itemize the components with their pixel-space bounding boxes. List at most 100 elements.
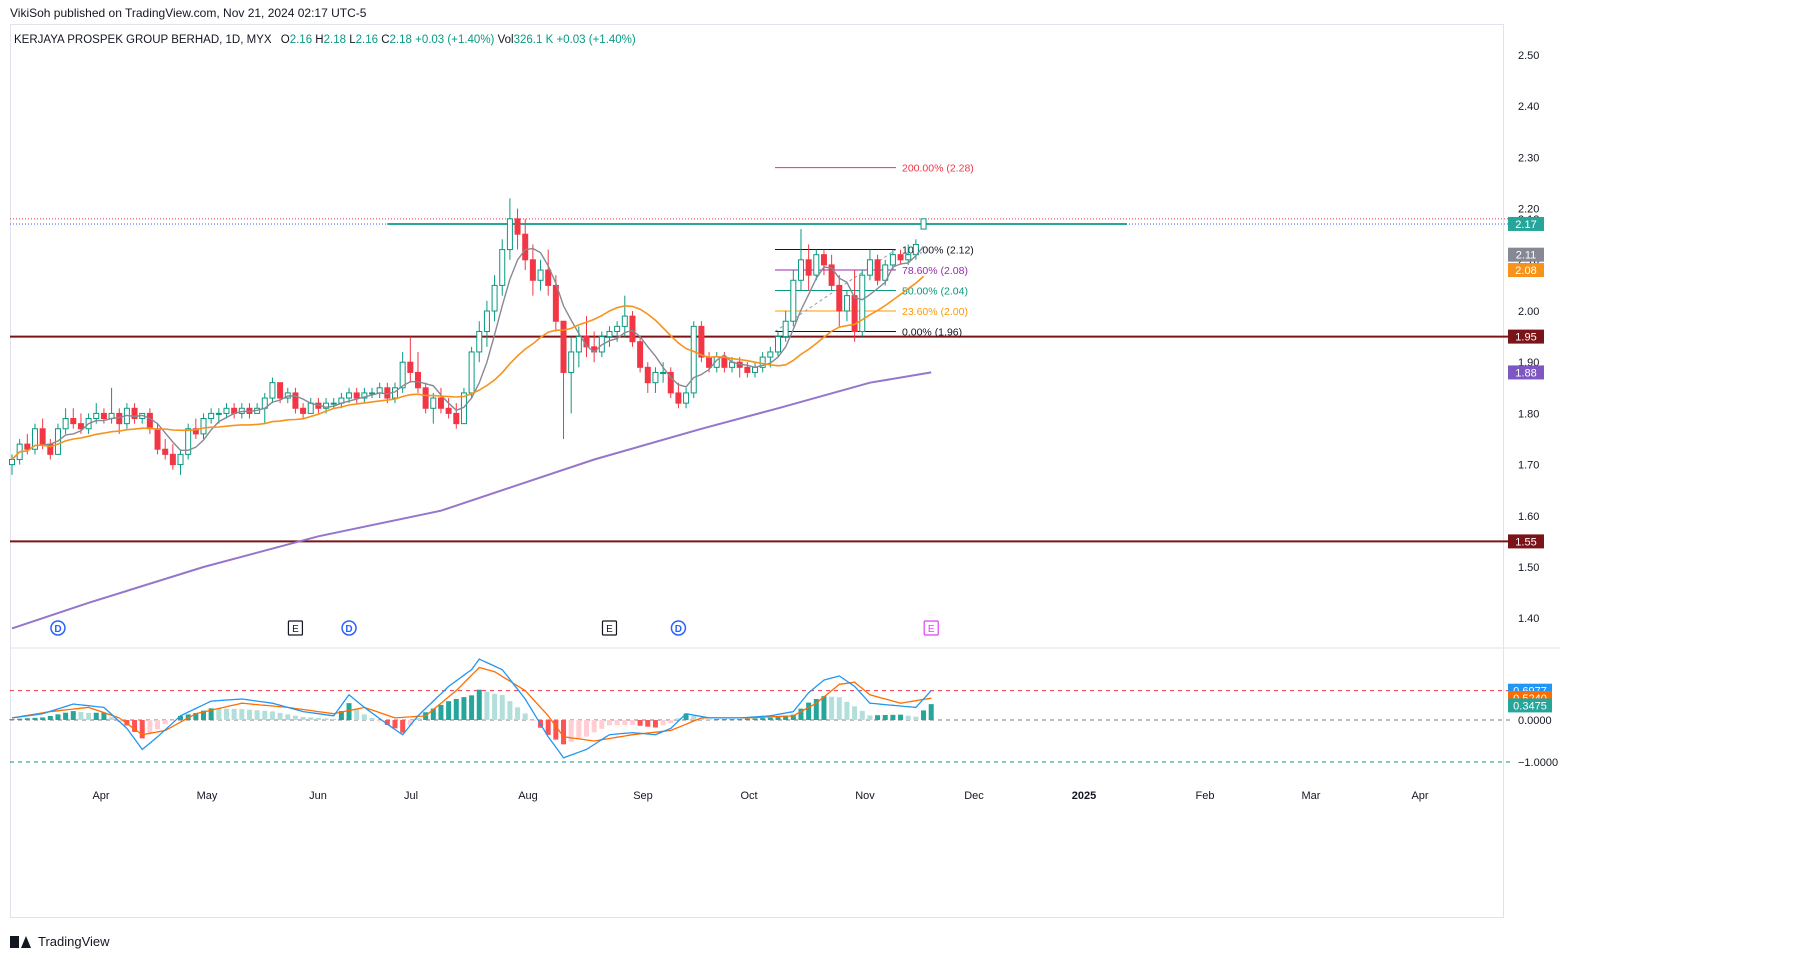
candle-up — [621, 315, 628, 327]
candle-up — [797, 259, 804, 281]
macd-histogram-bar — [285, 714, 291, 720]
candle-up — [843, 295, 850, 312]
candle-down — [353, 392, 360, 399]
candle-down — [675, 392, 682, 404]
macd-histogram-bar — [836, 697, 842, 720]
macd-histogram-bar — [599, 720, 605, 729]
macd-histogram-bar — [277, 712, 283, 720]
macd-histogram-bar — [346, 703, 352, 720]
candle-up — [767, 351, 774, 358]
price-change: +0.03 (+1.40%) — [415, 34, 495, 46]
candle-up — [506, 218, 513, 251]
candle-down — [192, 428, 199, 435]
macd-histogram-bar — [576, 720, 582, 740]
macd-histogram-bar — [47, 715, 53, 720]
candle-down — [39, 428, 46, 445]
candle-down — [162, 448, 169, 455]
macd-histogram-bar — [315, 717, 321, 720]
candle-up — [62, 418, 69, 430]
earnings-marker — [923, 620, 939, 636]
candle-up — [752, 366, 759, 373]
macd-histogram-bar — [492, 693, 498, 720]
candle-down — [453, 412, 460, 425]
moving-average-line — [11, 275, 925, 461]
macd-histogram-bar — [430, 708, 436, 720]
x-tick-label: Sep — [633, 790, 653, 802]
macd-histogram-bar — [591, 720, 597, 733]
symbol-name[interactable]: KERJAYA PROSPEK GROUP BERHAD, 1D, MYX — [14, 34, 272, 46]
price-badge — [1508, 365, 1544, 380]
low-value: 2.16 — [355, 34, 378, 46]
candle-down — [77, 423, 84, 430]
x-tick-label: Jul — [404, 790, 418, 802]
x-tick-label: Mar — [1302, 790, 1321, 802]
macd-histogram-bar — [223, 708, 229, 720]
macd-histogram-bar — [147, 720, 153, 734]
x-tick-label: Apr — [92, 790, 109, 802]
macd-histogram-bar — [369, 717, 375, 720]
candle-up — [568, 351, 575, 373]
macd-histogram-bar — [790, 714, 796, 720]
macd-histogram-bar — [798, 708, 804, 720]
macd-histogram-bar — [139, 720, 145, 739]
macd-histogram-bar — [461, 697, 467, 720]
macd-histogram-bar — [162, 720, 168, 725]
macd-histogram-bar — [453, 698, 459, 720]
candle-down — [552, 284, 559, 322]
candle-up — [483, 310, 490, 332]
y-tick-label: 1.80 — [1518, 408, 1539, 420]
macd-histogram-bar — [645, 720, 651, 727]
macd-histogram-bar — [201, 710, 206, 720]
candle-down — [277, 382, 284, 399]
macd-histogram-bar — [499, 694, 505, 720]
macd-histogram-bar — [905, 715, 911, 720]
high-value: 2.18 — [323, 34, 346, 46]
macd-histogram-bar — [760, 718, 766, 720]
macd-histogram-bar — [821, 696, 827, 720]
macd-histogram-bar — [9, 719, 15, 721]
macd-histogram-bar — [867, 715, 873, 720]
price-badge-label: 1.95 — [1515, 332, 1536, 344]
candle-up — [376, 387, 383, 394]
y-tick-label: 1.50 — [1518, 562, 1539, 574]
macd-histogram-bar — [354, 708, 360, 720]
open-label: O — [280, 34, 290, 46]
macd-histogram-bar — [752, 718, 758, 720]
candle-down — [414, 371, 421, 389]
y-tick-label: 2.20 — [1518, 204, 1539, 216]
macd-histogram-bar — [262, 710, 268, 720]
macd-histogram-bar — [691, 715, 697, 720]
candle-up — [399, 361, 406, 389]
macd-histogram-bar — [614, 720, 620, 726]
earnings-marker-letter: E — [928, 624, 935, 635]
price-badge-label: 2.08 — [1515, 265, 1536, 277]
macd-histogram-bar — [852, 706, 858, 720]
candle-up — [499, 249, 506, 286]
candle-up — [93, 412, 100, 420]
candle-down — [522, 233, 529, 261]
candle-up — [330, 402, 337, 405]
macd-y-tick-label: −1.0000 — [1518, 757, 1558, 769]
candle-up — [575, 336, 582, 353]
price-badge — [1508, 216, 1544, 231]
candle-up — [905, 254, 912, 261]
macd-histogram-bar — [568, 720, 574, 742]
macd-histogram-bar — [584, 720, 589, 737]
tradingview-logo[interactable]: TradingView — [10, 934, 110, 949]
macd-histogram-bar — [898, 714, 904, 720]
candle-up — [889, 254, 896, 266]
close-value: 2.18 — [389, 34, 412, 46]
x-tick-label: Apr — [1411, 790, 1428, 802]
macd-histogram-bar — [86, 712, 92, 720]
candle-down — [116, 412, 123, 425]
macd-histogram-bar — [829, 696, 835, 720]
macd-histogram-bar — [155, 720, 161, 730]
dividend-marker-letter: D — [675, 624, 682, 635]
macd-histogram-bar — [476, 689, 482, 720]
macd-histogram-bar — [32, 717, 38, 720]
macd-histogram-bar — [438, 704, 444, 720]
macd-histogram-bar — [246, 709, 252, 720]
macd-histogram-bar — [101, 712, 107, 720]
x-tick-label: Nov — [855, 790, 875, 802]
